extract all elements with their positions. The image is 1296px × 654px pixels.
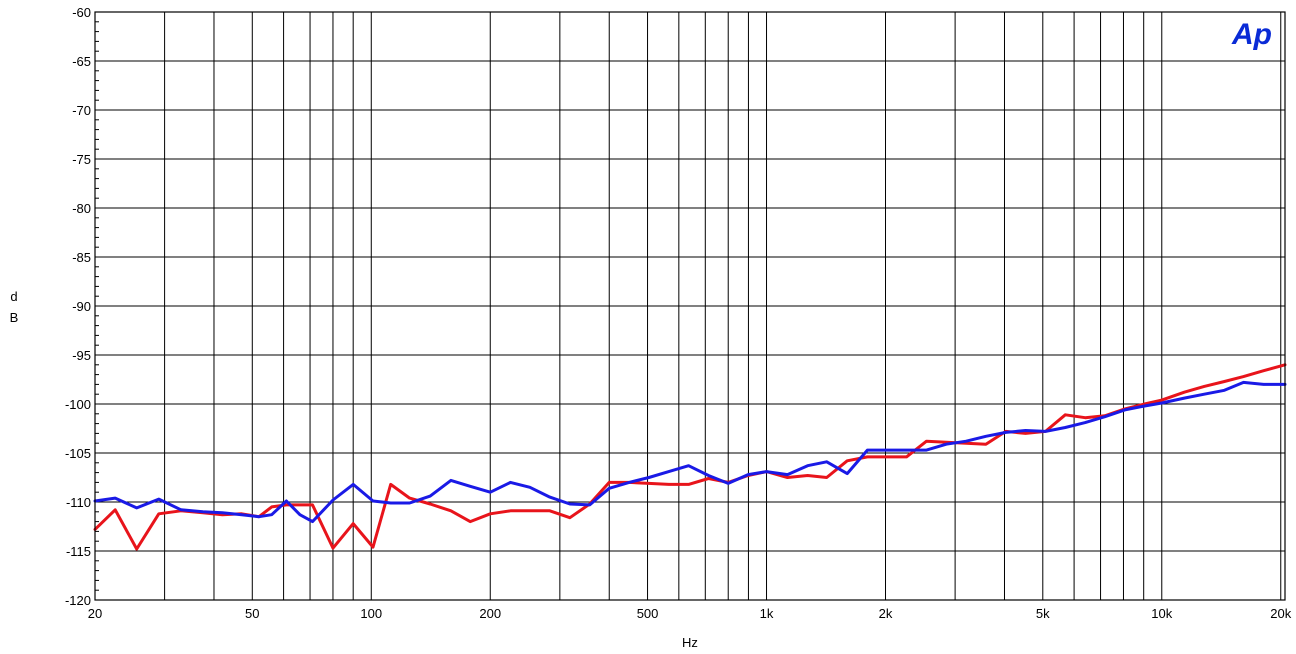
y-tick-label: -80 — [72, 201, 91, 216]
y-tick-label: -110 — [66, 495, 91, 510]
y-tick-label: -75 — [72, 152, 91, 167]
ap-logo: Ap — [1231, 18, 1272, 51]
series-layer — [93, 363, 1287, 551]
y-tick-label: -95 — [72, 348, 91, 363]
x-tick-label: 5k — [1036, 606, 1050, 621]
x-tick-label: 2k — [879, 606, 893, 621]
plot-frame — [94, 11, 1286, 601]
y-axis-label-bottom: B — [10, 310, 19, 325]
y-tick-label: -105 — [65, 446, 91, 461]
y-tick-label: -90 — [72, 299, 91, 314]
y-axis-label-top: d — [10, 289, 17, 304]
y-tick-label: -115 — [66, 544, 91, 559]
x-tick-label: 1k — [760, 606, 774, 621]
x-tick-label: 200 — [479, 606, 501, 621]
x-tick-label: 500 — [637, 606, 659, 621]
y-tick-label: -60 — [72, 5, 91, 20]
y-tick-label: -65 — [72, 54, 91, 69]
x-axis-label: Hz — [682, 635, 698, 650]
y-tick-label: -70 — [72, 103, 91, 118]
y-tick-label: -100 — [65, 397, 91, 412]
x-tick-label: 50 — [245, 606, 259, 621]
y-tick-label: -85 — [72, 250, 91, 265]
x-tick-label: 10k — [1151, 606, 1172, 621]
x-tick-label: 20k — [1270, 606, 1291, 621]
x-tick-label: 100 — [360, 606, 382, 621]
y-tick-label: -120 — [65, 593, 91, 608]
y-tick-labels: -60 -65 -70 -75 -80 -85 -90 -95 -100 -105 -110 -115… — [65, 5, 91, 608]
x-tick-label: 20 — [88, 606, 102, 621]
x-tick-labels: 20 50 100 200 500 1k 2k 5k 10k 20k — [88, 606, 1292, 621]
series-line-2 — [93, 380, 1287, 524]
